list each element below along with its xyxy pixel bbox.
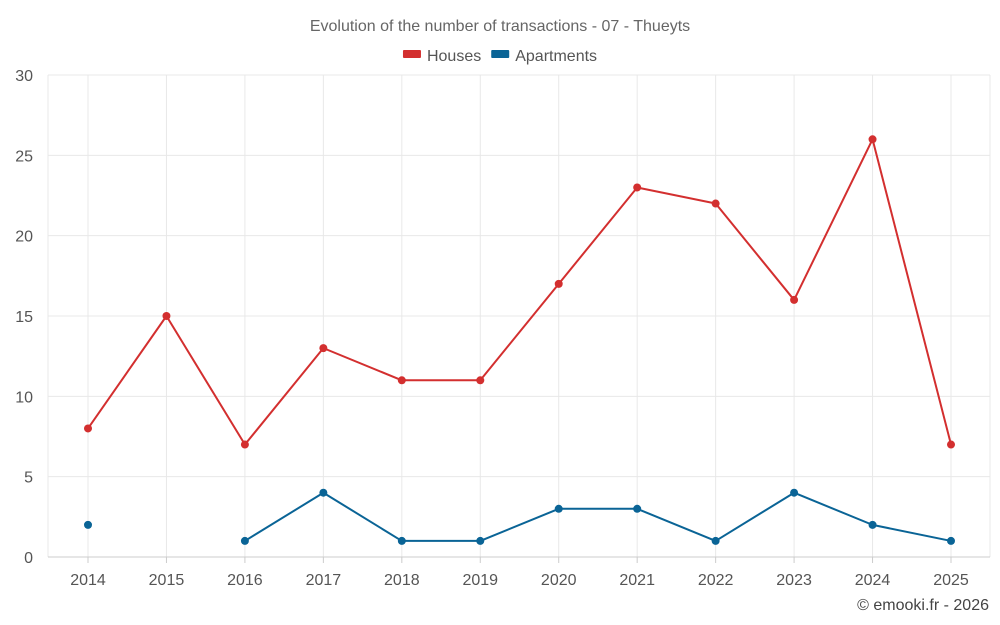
x-tick-label: 2022	[698, 572, 734, 589]
data-point	[947, 536, 955, 545]
data-point	[240, 536, 249, 545]
series-apartments	[84, 488, 955, 545]
legend-label: Houses	[427, 48, 481, 65]
y-tick-label: 0	[24, 550, 33, 567]
x-tick-label: 2020	[541, 572, 577, 589]
legend-label: Apartments	[515, 48, 597, 65]
x-tick-label: 2021	[619, 572, 655, 589]
series-houses	[84, 135, 955, 449]
chart-title: Evolution of the number of transactions …	[310, 18, 690, 35]
data-point	[240, 440, 249, 449]
x-tick-label: 2025	[933, 572, 969, 589]
data-point	[476, 536, 485, 545]
legend-swatch	[402, 50, 421, 58]
y-tick-label: 30	[15, 68, 33, 85]
data-point	[790, 488, 799, 497]
data-point	[633, 504, 642, 513]
data-point	[868, 135, 877, 144]
x-tick-label: 2023	[776, 572, 812, 589]
y-tick-label: 10	[15, 389, 33, 406]
y-tick-label: 25	[15, 148, 33, 165]
x-tick-label: 2015	[149, 572, 185, 589]
series-line	[244, 491, 952, 542]
data-point	[319, 488, 328, 497]
legend-swatch	[491, 50, 510, 58]
credit-text: © emooki.fr - 2026	[857, 597, 989, 614]
data-point	[633, 183, 642, 192]
data-point	[397, 536, 406, 545]
y-tick-label: 20	[15, 229, 33, 246]
data-point	[790, 295, 799, 304]
data-point	[554, 279, 563, 288]
x-tick-label: 2018	[384, 572, 420, 589]
data-point	[162, 312, 171, 320]
series-line	[87, 138, 952, 446]
chart-series	[84, 135, 955, 545]
x-tick-label: 2017	[306, 572, 342, 589]
legend-item-apartments: Apartments	[491, 48, 597, 65]
y-axis: 0 5 10 15 20 25 30	[15, 68, 33, 567]
y-tick-label: 15	[15, 309, 33, 326]
x-tick-label: 2014	[70, 572, 106, 589]
data-point	[319, 344, 328, 353]
data-point	[476, 376, 485, 385]
x-tick-label: 2016	[227, 572, 263, 589]
x-tick-label: 2024	[855, 572, 891, 589]
legend-item-houses: Houses	[402, 48, 481, 65]
data-point	[84, 424, 92, 433]
data-point	[947, 440, 955, 449]
data-point	[711, 536, 720, 545]
y-tick-label: 5	[24, 470, 33, 487]
chart-grid	[47, 74, 991, 558]
data-point	[84, 520, 92, 529]
chart-legend: Houses Apartments	[402, 48, 597, 65]
data-point	[397, 376, 406, 385]
data-point	[711, 199, 720, 208]
x-tick-label: 2019	[462, 572, 498, 589]
x-axis: 2014 2015 2016 2017 2018 2019 2020 2021 2022 2023…	[70, 557, 969, 589]
data-point	[868, 520, 877, 529]
data-point	[554, 504, 563, 513]
